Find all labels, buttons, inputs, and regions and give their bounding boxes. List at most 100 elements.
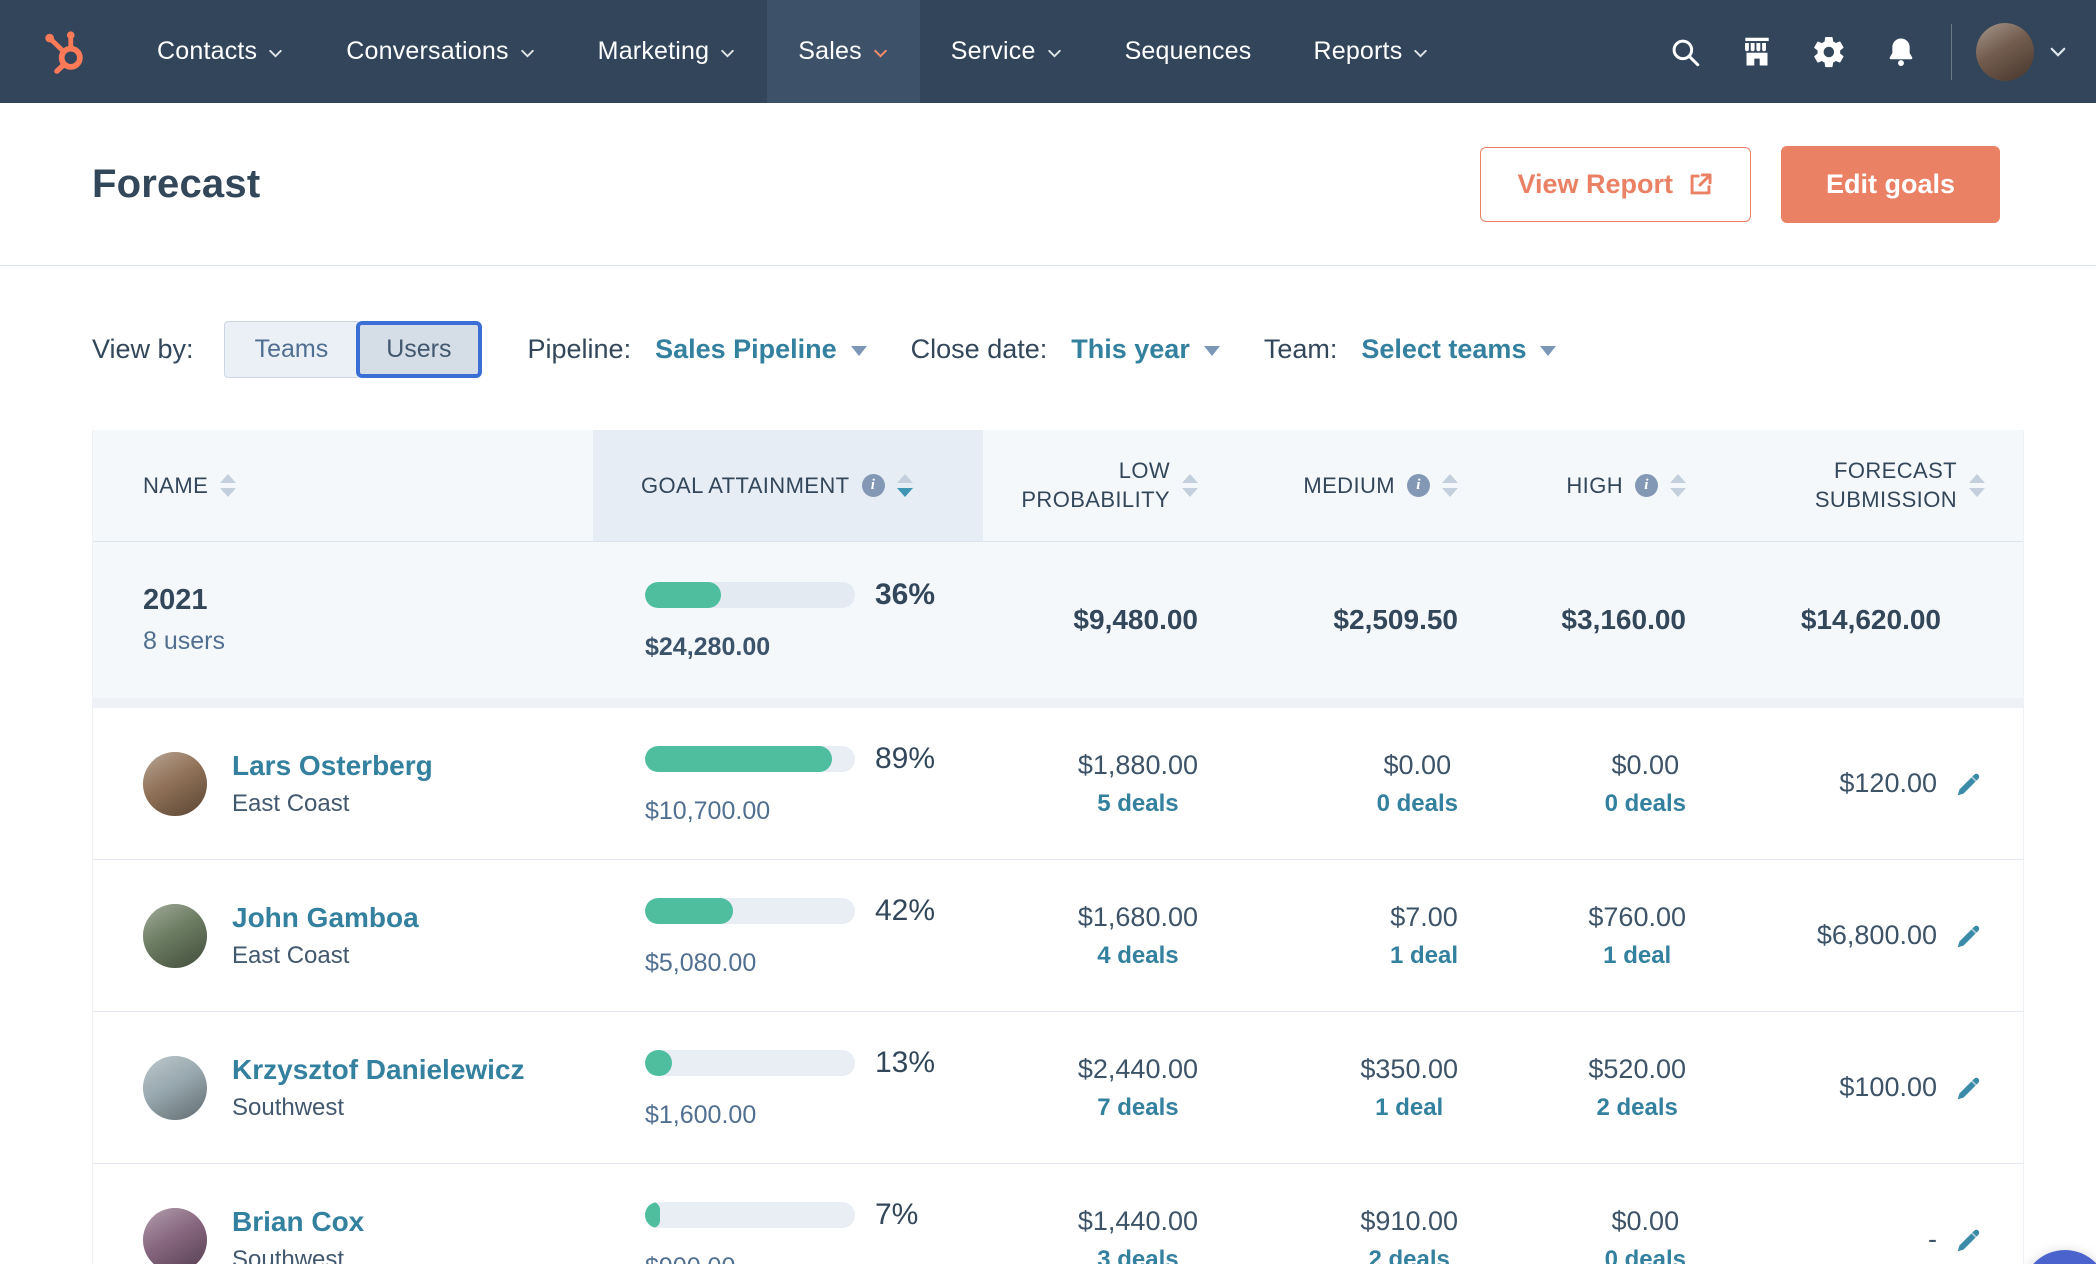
forecast-amount: $14,620.00 xyxy=(1800,604,1941,635)
high-cell: $520.00 2 deals xyxy=(1468,1054,1696,1122)
column-header-high[interactable]: HIGH i xyxy=(1468,430,1696,541)
person-team: Southwest xyxy=(232,1093,345,1121)
avatar xyxy=(143,1055,207,1120)
team-dropdown[interactable]: Select teams xyxy=(1361,333,1557,365)
view-report-button[interactable]: View Report xyxy=(1480,146,1751,222)
sort-icons xyxy=(896,474,913,497)
edit-pencil-icon[interactable] xyxy=(1953,1072,1985,1104)
goal-cell: 13% $1,600.00 xyxy=(593,1046,983,1130)
nav-item-sequences[interactable]: Sequences xyxy=(1094,0,1283,103)
account-chevron-down-icon[interactable] xyxy=(2048,42,2068,62)
column-header-low-probability[interactable]: LOW PROBABILITY xyxy=(983,430,1208,541)
nav-item-service[interactable]: Service xyxy=(920,0,1094,103)
medium-amount: $7.00 xyxy=(1390,901,1458,932)
table-row: John Gamboa East Coast 42% $5,080.00 $1,… xyxy=(93,860,2023,1012)
person-name-link[interactable]: Krzysztof Danielewicz xyxy=(232,1053,525,1085)
high-deals-link[interactable]: 1 deal xyxy=(1603,941,1672,969)
medium-deals-link[interactable]: 0 deals xyxy=(1376,789,1458,817)
nav-item-conversations[interactable]: Conversations xyxy=(315,0,566,103)
forecast-amount: $120.00 xyxy=(1839,768,1937,798)
goal-cell: 89% $10,700.00 xyxy=(593,742,983,826)
nav-item-marketing[interactable]: Marketing xyxy=(567,0,768,103)
column-header-forecast-submission[interactable]: FORECAST SUBMISSION xyxy=(1696,430,2025,541)
search-icon[interactable] xyxy=(1649,0,1721,103)
pipeline-dropdown[interactable]: Sales Pipeline xyxy=(655,334,867,365)
person-name-link[interactable]: John Gamboa xyxy=(232,901,419,933)
user-avatar[interactable] xyxy=(1976,22,2034,81)
column-label: NAME xyxy=(143,472,209,498)
high-amount: $760.00 xyxy=(1588,901,1686,932)
medium-amount: $910.00 xyxy=(1360,1205,1458,1236)
high-cell: $760.00 1 deal xyxy=(1468,902,1696,970)
nav-item-label: Conversations xyxy=(346,37,509,65)
nav-item-contacts[interactable]: Contacts xyxy=(126,0,315,103)
high-deals-link[interactable]: 0 deals xyxy=(1604,789,1686,817)
info-icon[interactable]: i xyxy=(1635,474,1658,497)
page-header: Forecast View Report Edit goals xyxy=(0,103,2096,266)
goal-percent: 7% xyxy=(875,1197,919,1231)
person-name-link[interactable]: Lars Osterberg xyxy=(232,749,433,781)
nav-item-label: Marketing xyxy=(597,37,710,65)
low-amount: $1,440.00 xyxy=(1077,1205,1198,1236)
high-deals-link[interactable]: 0 deals xyxy=(1604,1245,1686,1264)
high-deals-link[interactable]: 2 deals xyxy=(1596,1093,1678,1121)
nav-item-sales[interactable]: Sales xyxy=(767,0,920,103)
avatar xyxy=(143,1207,207,1264)
low-deals-link[interactable]: 5 deals xyxy=(1097,789,1179,817)
low-deals-link[interactable]: 3 deals xyxy=(1097,1245,1179,1264)
low-amount: $1,680.00 xyxy=(1077,901,1198,932)
pipeline-value: Sales Pipeline xyxy=(655,333,837,364)
low-amount: $2,440.00 xyxy=(1077,1053,1198,1084)
top-nav: Contacts Conversations Marketing Sales S… xyxy=(0,0,2096,103)
edit-pencil-icon[interactable] xyxy=(1953,1224,1985,1256)
edit-goals-button[interactable]: Edit goals xyxy=(1780,145,2000,223)
column-label: LOW PROBABILITY xyxy=(1021,457,1170,512)
medium-deals-link[interactable]: 1 deal xyxy=(1375,1093,1444,1121)
person-cell: Krzysztof Danielewicz Southwest xyxy=(93,1054,593,1122)
nav-item-reports[interactable]: Reports xyxy=(1282,0,1460,103)
medium-amount: $2,509.50 xyxy=(1333,604,1458,635)
team-label: Team: xyxy=(1263,333,1338,364)
medium-deals-link[interactable]: 2 deals xyxy=(1368,1245,1450,1264)
person-name-link[interactable]: Brian Cox xyxy=(232,1205,365,1237)
medium-deals-link[interactable]: 1 deal xyxy=(1389,941,1458,969)
view-report-label: View Report xyxy=(1517,168,1673,199)
notifications-bell-icon[interactable] xyxy=(1865,0,1937,103)
summary-high-cell: $3,160.00 xyxy=(1468,604,1696,636)
chat-widget-button[interactable] xyxy=(2022,1250,2096,1264)
nav-utilities xyxy=(1649,0,2096,103)
column-header-goal-attainment[interactable]: GOAL ATTAINMENT i xyxy=(593,430,983,541)
view-toggle: Teams Users xyxy=(223,320,482,378)
info-icon[interactable]: i xyxy=(1407,474,1430,497)
column-header-medium[interactable]: MEDIUM i xyxy=(1208,430,1468,541)
nav-item-label: Service xyxy=(950,37,1036,65)
medium-amount: $0.00 xyxy=(1383,749,1452,780)
settings-gear-icon[interactable] xyxy=(1793,0,1865,103)
low-cell: $1,880.00 5 deals xyxy=(983,750,1208,818)
marketplace-icon[interactable] xyxy=(1721,0,1793,103)
hubspot-logo-icon[interactable] xyxy=(0,0,126,103)
low-cell: $2,440.00 7 deals xyxy=(983,1054,1208,1122)
chevron-down-icon xyxy=(721,49,735,58)
goal-cell: 7% $900.00 xyxy=(593,1198,983,1264)
edit-pencil-icon[interactable] xyxy=(1953,768,1985,800)
goal-percent: 89% xyxy=(875,741,936,775)
person-cell: Lars Osterberg East Coast xyxy=(93,750,593,818)
low-deals-link[interactable]: 7 deals xyxy=(1097,1093,1179,1121)
avatar-image xyxy=(1976,22,2034,81)
sort-icons xyxy=(1442,474,1458,497)
forecast-cell: - xyxy=(1696,1224,2025,1256)
edit-pencil-icon[interactable] xyxy=(1953,920,1985,952)
low-amount: $1,880.00 xyxy=(1077,749,1198,780)
caret-down-icon xyxy=(1540,345,1557,356)
teams-toggle-button[interactable]: Teams xyxy=(223,320,359,378)
close-date-dropdown[interactable]: This year xyxy=(1071,334,1220,365)
info-icon[interactable]: i xyxy=(861,474,885,497)
low-cell: $1,680.00 4 deals xyxy=(983,902,1208,970)
team-value: Select teams xyxy=(1361,333,1527,364)
view-by-label: View by: xyxy=(92,333,194,364)
column-header-name[interactable]: NAME xyxy=(93,430,593,541)
users-toggle-button[interactable]: Users xyxy=(356,320,482,378)
chevron-down-icon xyxy=(269,49,283,58)
low-deals-link[interactable]: 4 deals xyxy=(1097,941,1179,969)
